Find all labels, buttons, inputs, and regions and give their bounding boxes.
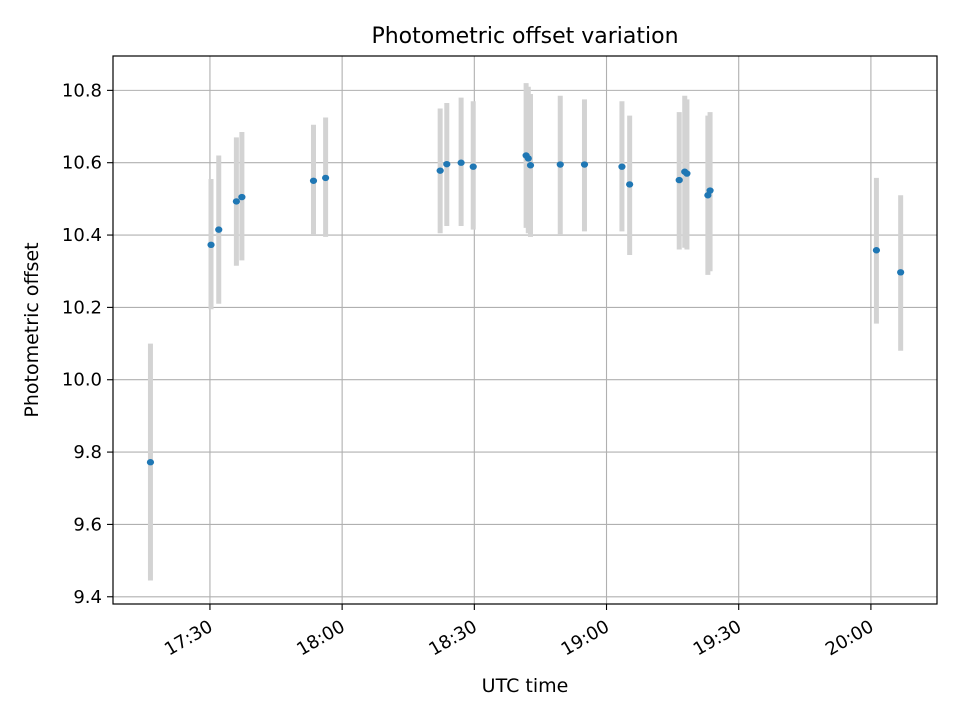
- plot-frame: [112, 55, 938, 605]
- data-point: [146, 459, 155, 466]
- data-point: [443, 160, 451, 168]
- data-point: [457, 159, 465, 166]
- y-axis-ticks: 9.4 9.6 9.8 10.0 10.2 10.4 10.6 10.8: [62, 80, 113, 608]
- x-tick-label: 19:30: [690, 616, 745, 660]
- data-point: [436, 167, 444, 174]
- y-tick-label: 9.8: [73, 442, 102, 463]
- y-tick-label: 9.4: [73, 587, 102, 608]
- y-tick-label: 10.2: [62, 297, 102, 318]
- data-point: [618, 163, 626, 170]
- data-point: [309, 177, 318, 184]
- data-point: [524, 155, 532, 162]
- y-tick-label: 10.6: [62, 153, 102, 174]
- data-point: [556, 161, 564, 168]
- data-point: [207, 241, 215, 249]
- data-point: [469, 163, 477, 170]
- data-point: [626, 181, 634, 188]
- x-tick-label: 20:00: [822, 616, 877, 660]
- data-point: [215, 226, 223, 233]
- x-tick-label: 18:00: [293, 616, 348, 660]
- y-tick-label: 10.0: [62, 370, 102, 391]
- x-tick-label: 19:00: [558, 616, 613, 660]
- x-axis-ticks: 17:30 18:00 18:30 19:00 19:30 20:00: [161, 604, 877, 660]
- data-point: [580, 161, 589, 168]
- data-point: [706, 187, 714, 194]
- data-point: [232, 198, 240, 205]
- y-tick-label: 10.8: [62, 80, 102, 101]
- data-point: [526, 162, 535, 169]
- y-tick-label: 10.4: [62, 225, 102, 246]
- x-axis-label: UTC time: [482, 675, 569, 697]
- y-tick-label: 9.6: [73, 514, 102, 535]
- data-point: [675, 176, 683, 184]
- chart-title: Photometric offset variation: [371, 24, 678, 49]
- x-tick-label: 17:30: [161, 616, 216, 660]
- data-points: [146, 152, 905, 466]
- x-tick-label: 18:30: [425, 616, 480, 660]
- data-point: [683, 170, 691, 177]
- y-axis-label: Photometric offset: [21, 242, 43, 417]
- data-point: [238, 193, 246, 201]
- data-point: [322, 174, 330, 182]
- data-point: [872, 247, 881, 254]
- data-point: [897, 269, 905, 276]
